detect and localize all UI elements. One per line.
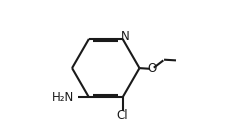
Text: N: N [121,30,130,43]
Text: H₂N: H₂N [52,91,74,104]
Text: O: O [147,62,157,75]
Text: Cl: Cl [117,109,128,122]
